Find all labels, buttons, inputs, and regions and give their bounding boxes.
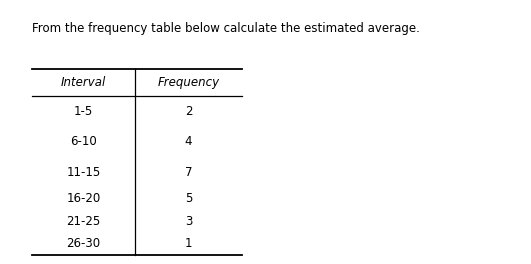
Text: 2: 2	[185, 105, 192, 118]
Text: 6-10: 6-10	[70, 135, 97, 148]
Text: 26-30: 26-30	[66, 237, 101, 250]
Text: From the frequency table below calculate the estimated average.: From the frequency table below calculate…	[32, 22, 419, 35]
Text: 1: 1	[185, 237, 192, 250]
Text: Interval: Interval	[61, 76, 106, 89]
Text: 1-5: 1-5	[74, 105, 93, 118]
Text: 3: 3	[185, 215, 192, 228]
Text: 7: 7	[185, 166, 192, 179]
Text: 16-20: 16-20	[66, 192, 101, 205]
Text: 4: 4	[185, 135, 192, 148]
Text: 5: 5	[185, 192, 192, 205]
Text: 11-15: 11-15	[66, 166, 101, 179]
Text: 21-25: 21-25	[66, 215, 101, 228]
Text: Frequency: Frequency	[158, 76, 219, 89]
